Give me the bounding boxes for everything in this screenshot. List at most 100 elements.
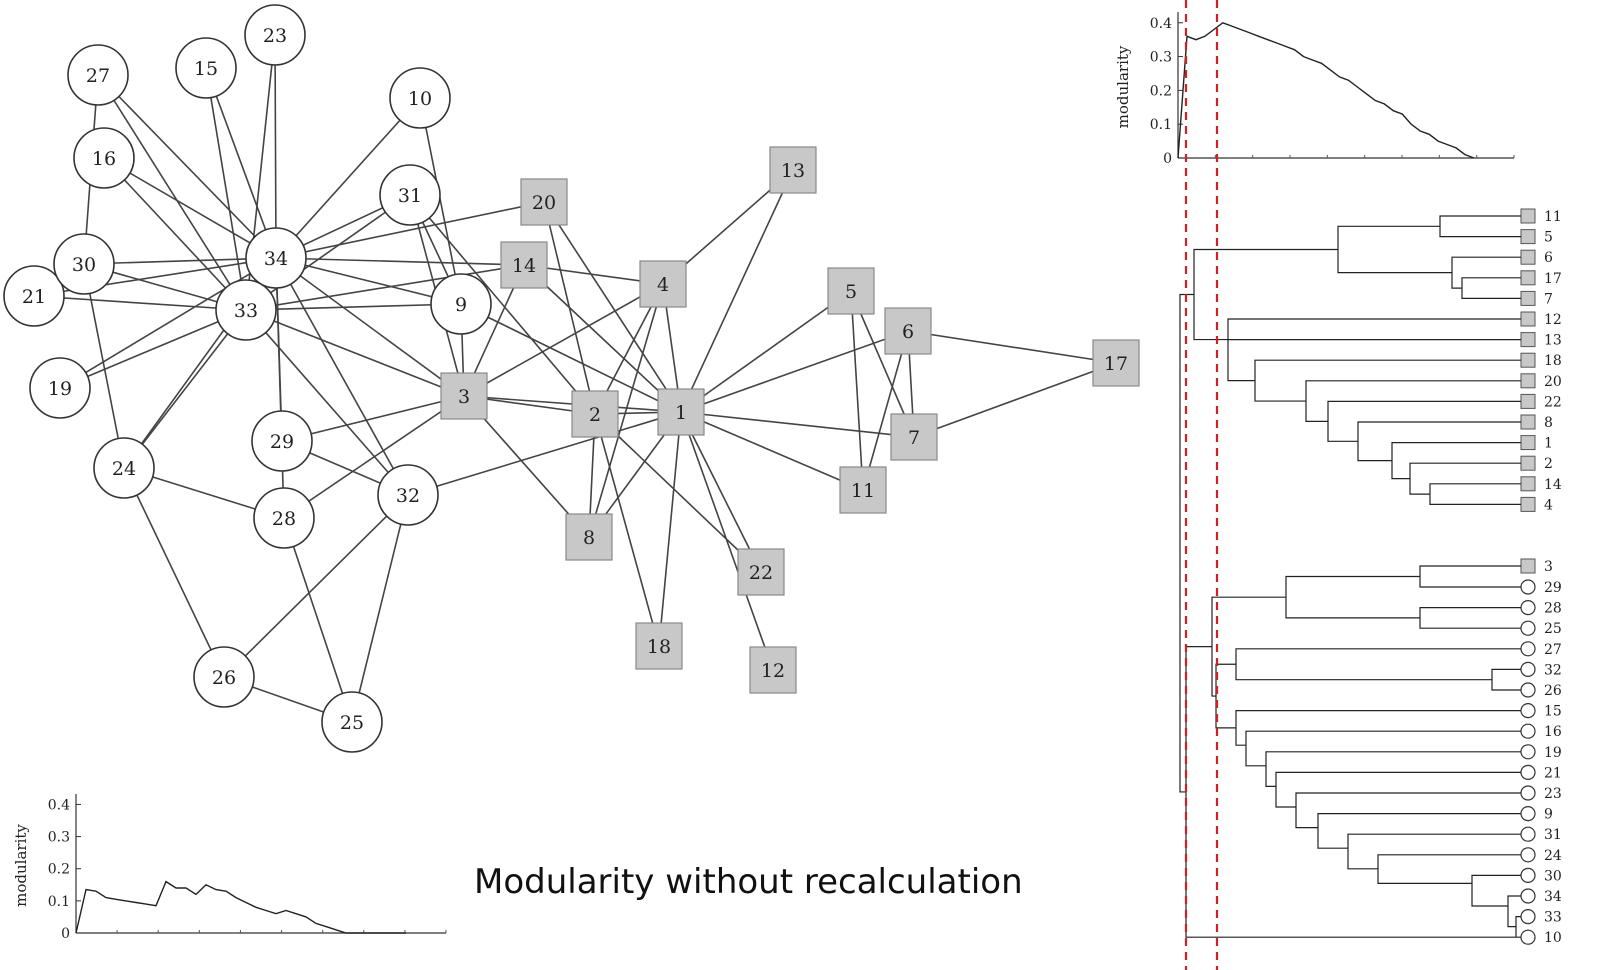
square-node-shape	[520, 178, 568, 226]
node-28: 28	[253, 487, 315, 549]
leaf-label: 1	[1544, 436, 1553, 452]
edge-33-19	[59, 309, 247, 389]
dendrogram-leaf-23: 23	[1520, 785, 1562, 802]
leaf-circle-icon	[1520, 785, 1536, 801]
node-label: 4	[657, 274, 669, 296]
leaf-circle-icon	[1520, 723, 1536, 739]
node-6: 6	[884, 307, 932, 355]
edge-33-15	[205, 67, 247, 311]
node-1: 1	[657, 388, 705, 436]
circle-node-shape	[245, 227, 307, 289]
dendrogram: 1156177121318202281214432928252732261516…	[1179, 208, 1562, 946]
edge-34-23	[274, 34, 277, 259]
circle-node-shape	[3, 265, 65, 327]
dendrogram-leaf-24: 24	[1520, 847, 1562, 864]
circle-node-shape	[93, 437, 155, 499]
node-label: 8	[583, 527, 595, 549]
leaf-circle-icon	[1520, 620, 1536, 636]
node-5: 5	[827, 267, 875, 315]
edge-34-3	[275, 257, 465, 397]
edge-33-14	[245, 264, 525, 311]
edge-34-14	[275, 257, 525, 266]
leaf-square-icon	[1520, 476, 1536, 492]
circle-node-shape	[389, 67, 451, 129]
circle-node-shape	[53, 233, 115, 295]
leaf-label: 10	[1544, 930, 1562, 946]
square-node-shape	[749, 646, 797, 694]
leaf-label: 15	[1544, 704, 1562, 720]
edge-33-3	[245, 309, 465, 397]
edge-33-32	[245, 309, 409, 496]
leaf-circle-icon	[1520, 702, 1536, 719]
node-15: 15	[175, 37, 237, 99]
edge-5-7	[850, 290, 915, 438]
node-label: 1	[675, 402, 687, 424]
caption: Modularity without recalculation	[474, 862, 1023, 902]
modularity-plot-top: 0 0.1 0.2 0.3 0.4 modularity	[1114, 12, 1515, 167]
edge-33-16	[103, 157, 247, 311]
leaf-circle-icon	[1520, 579, 1536, 595]
node-label: 26	[212, 667, 236, 689]
square-node-shape	[571, 390, 619, 438]
edge-9-1	[460, 303, 682, 413]
edge-6-11	[862, 330, 909, 491]
leaf-label: 17	[1544, 271, 1562, 287]
square-node-shape	[737, 548, 785, 596]
leaf-label: 3	[1544, 559, 1553, 575]
leaf-square-icon	[1520, 414, 1536, 430]
edge-33-21	[33, 295, 247, 311]
square-node-shape	[657, 388, 705, 436]
y-axis-label: modularity	[1114, 45, 1132, 128]
edge-1-6	[680, 330, 909, 413]
node-7: 7	[890, 413, 938, 461]
leaf-circle-icon	[1520, 764, 1536, 781]
dendrogram-leaf-32: 32	[1520, 661, 1562, 678]
dendrogram-leaf-29: 29	[1520, 579, 1562, 596]
edge-1-22	[680, 411, 762, 573]
circle-node-shape	[193, 646, 255, 708]
node-4: 4	[639, 260, 687, 308]
leaf-circle-icon	[1520, 847, 1536, 863]
edge-20-1	[543, 201, 682, 413]
node-32: 32	[377, 464, 439, 526]
node-label: 16	[92, 148, 116, 170]
circle-node-shape	[73, 127, 135, 189]
node-label: 28	[272, 508, 296, 530]
node-20: 20	[520, 178, 568, 226]
y-tick-label: 0	[1163, 151, 1172, 167]
dendrogram-leaf-12: 12	[1520, 311, 1562, 328]
node-label: 27	[86, 65, 110, 87]
edge-29-3	[281, 395, 465, 442]
node-label: 17	[1104, 353, 1128, 375]
leaf-square-icon	[1520, 332, 1536, 348]
node-10: 10	[389, 67, 451, 129]
node-12: 12	[749, 646, 797, 694]
circle-node-shape	[215, 279, 277, 341]
edge-3-4	[463, 283, 664, 397]
leaf-label: 18	[1544, 353, 1562, 369]
leaf-square-icon	[1520, 311, 1536, 327]
dendrogram-leaf-18: 18	[1520, 352, 1562, 369]
dendrogram-leaf-3: 3	[1520, 558, 1553, 575]
leaf-label: 9	[1544, 807, 1553, 823]
circle-node-shape	[253, 487, 315, 549]
edge-1-11	[680, 411, 864, 491]
circle-node-shape	[244, 4, 306, 66]
edge-2-22	[594, 413, 762, 573]
square-node-shape	[890, 413, 938, 461]
edge-4-8	[588, 283, 664, 538]
node-label: 15	[194, 58, 218, 80]
dendrogram-leaf-14: 14	[1520, 476, 1562, 493]
square-node-shape	[1092, 339, 1140, 387]
edge-34-32	[275, 257, 409, 496]
leaf-square-icon	[1520, 249, 1536, 265]
node-label: 2	[589, 404, 601, 426]
leaf-circle-icon	[1520, 867, 1536, 884]
leaf-label: 8	[1544, 415, 1553, 431]
dendrogram-links	[1179, 215, 1521, 938]
circle-node-shape	[321, 691, 383, 753]
square-node-shape	[884, 307, 932, 355]
edge-34-9	[275, 257, 462, 305]
node-label: 29	[270, 431, 294, 453]
y-tick-label: 0	[61, 926, 70, 942]
